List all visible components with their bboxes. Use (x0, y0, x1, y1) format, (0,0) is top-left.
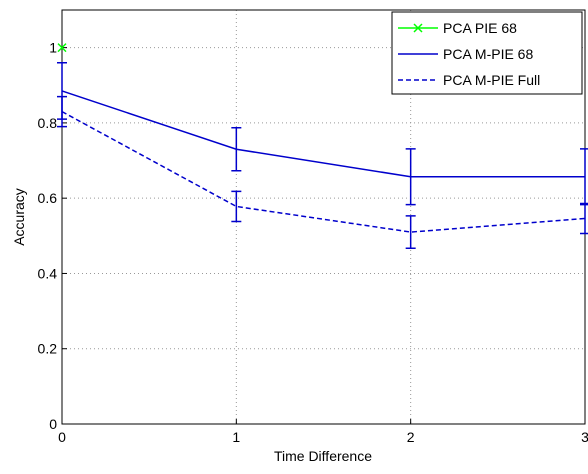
data-line (61, 90, 585, 178)
legend-label: PCA M-PIE 68 (443, 46, 533, 62)
error-bar (405, 148, 416, 206)
error-bar (231, 127, 242, 172)
y-tick-label: 0 (49, 416, 57, 432)
legend: PCA PIE 68 PCA M-PIE 68 PCA M-PIE Full (391, 11, 583, 95)
data-line (61, 110, 586, 233)
legend-marker (413, 23, 423, 33)
legend-label: PCA PIE 68 (443, 20, 517, 36)
error-bar (580, 202, 588, 235)
y-axis-label: Accuracy (11, 188, 27, 246)
x-tick-label: 1 (232, 429, 240, 445)
y-tick-label: 0.4 (38, 265, 58, 281)
y-tick-label: 0.8 (38, 115, 58, 131)
x-tick-label: 2 (407, 429, 415, 445)
x-tick-label: 3 (581, 429, 588, 445)
error-bar (57, 95, 67, 128)
y-tick-label: 1 (49, 40, 57, 56)
error-bar (231, 190, 242, 223)
x-axis-label: Time Difference (274, 448, 372, 464)
y-tick-label: 0.6 (38, 190, 58, 206)
x-tick-label: 0 (58, 429, 66, 445)
error-bar (405, 215, 416, 249)
y-tick-label: 0.2 (38, 341, 58, 357)
legend-label: PCA M-PIE Full (443, 72, 540, 88)
marker (57, 43, 67, 53)
